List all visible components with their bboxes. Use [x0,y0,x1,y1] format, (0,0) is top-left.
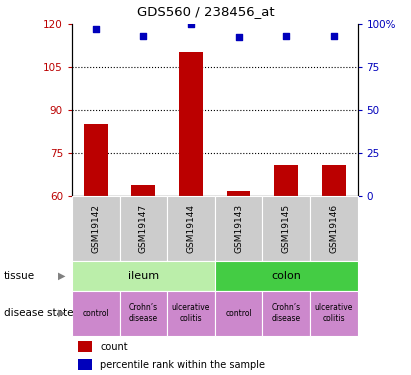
Text: GSM19143: GSM19143 [234,204,243,253]
Text: tissue: tissue [4,271,35,281]
Text: ▶: ▶ [58,308,65,318]
Bar [72,196,120,261]
Text: colon: colon [271,271,301,281]
Bar [215,291,262,336]
Text: percentile rank within the sample: percentile rank within the sample [101,360,266,370]
Bar [274,165,298,196]
Point [188,21,194,27]
Point [235,34,242,40]
Bar [167,196,215,261]
Bar [120,291,167,336]
Text: ulcerative
colitis: ulcerative colitis [314,303,353,323]
Bar [167,291,215,336]
Text: GSM19142: GSM19142 [91,204,100,253]
Text: count: count [101,342,128,352]
Text: ulcerative
colitis: ulcerative colitis [172,303,210,323]
Text: Crohn’s
disease: Crohn’s disease [272,303,301,323]
Text: Crohn’s
disease: Crohn’s disease [129,303,158,323]
Point [283,33,289,39]
Point [140,33,147,39]
Point [92,26,99,32]
Text: GDS560 / 238456_at: GDS560 / 238456_at [137,5,274,18]
Bar [310,196,358,261]
Text: disease state: disease state [4,308,74,318]
Bar [72,261,215,291]
Bar [78,359,92,370]
Text: GSM19145: GSM19145 [282,204,291,253]
Text: ileum: ileum [128,271,159,281]
Bar [132,185,155,196]
Text: GSM19146: GSM19146 [329,204,338,253]
Text: ▶: ▶ [58,271,65,281]
Bar [226,190,250,196]
Text: GSM19147: GSM19147 [139,204,148,253]
Text: GSM19144: GSM19144 [187,204,196,253]
Bar [215,261,358,291]
Bar [120,196,167,261]
Bar [310,291,358,336]
Bar [84,124,108,196]
Bar [215,196,262,261]
Bar [262,196,310,261]
Bar [179,53,203,196]
Bar [78,341,92,352]
Bar [72,291,120,336]
Point [330,33,337,39]
Bar [322,165,346,196]
Text: control: control [82,309,109,318]
Text: control: control [225,309,252,318]
Bar [262,291,310,336]
